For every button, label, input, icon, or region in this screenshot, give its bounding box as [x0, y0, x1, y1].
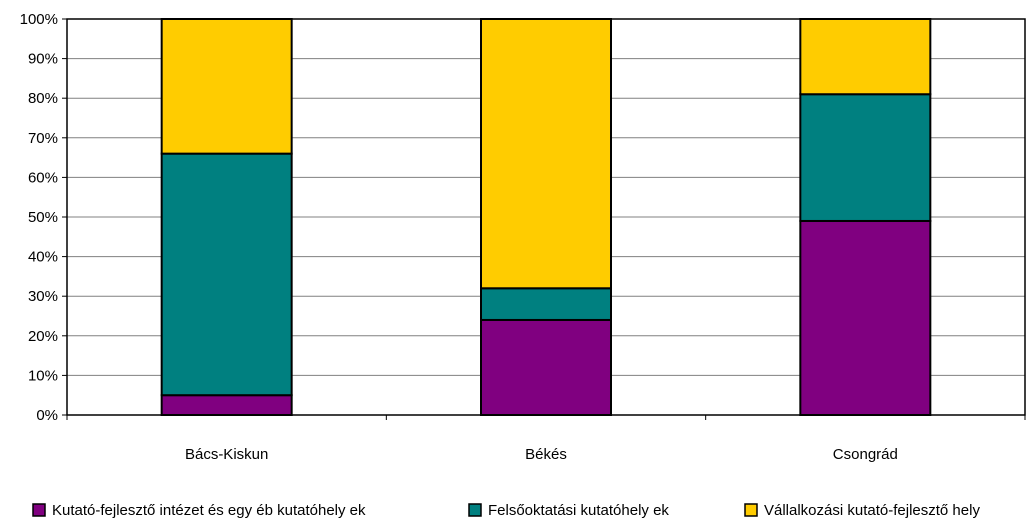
- bar-segment: [160, 394, 293, 417]
- category-label: Csongrád: [833, 446, 898, 463]
- y-tick-label: 80%: [28, 90, 58, 107]
- bar-segment: [160, 18, 293, 155]
- bar-segment: [799, 93, 932, 222]
- legend-label: Kutató-fejlesztő intézet és egy éb kutat…: [52, 502, 366, 519]
- legend: Kutató-fejlesztő intézet és egy éb kutat…: [32, 502, 980, 519]
- bar-segment: [160, 152, 293, 397]
- legend-swatch: [32, 503, 46, 517]
- axes: [62, 18, 1026, 420]
- y-tick-label: 60%: [28, 169, 58, 186]
- y-tick-label: 0%: [36, 407, 58, 424]
- y-tick-label: 10%: [28, 367, 58, 384]
- bar-segment: [480, 18, 612, 290]
- category-label: Bács-Kiskun: [185, 446, 268, 463]
- plot-area-border: [66, 18, 1026, 416]
- bar-segment: [799, 219, 932, 416]
- category-labels: Bács-Kiskun Békés Csongrád: [185, 446, 898, 463]
- legend-label: Vállalkozási kutató-fejlesztő hely: [764, 502, 980, 519]
- legend-label: Felsőoktatási kutatóhely ek: [488, 502, 669, 519]
- legend-swatch: [468, 503, 482, 517]
- y-tick-label: 90%: [28, 51, 58, 68]
- y-tick-label: 20%: [28, 328, 58, 345]
- legend-swatch: [744, 503, 758, 517]
- y-tick-labels: 0% 10% 20% 30% 40% 50% 60% 70% 80% 90% 100%: [20, 11, 58, 424]
- y-tick-label: 30%: [28, 288, 58, 305]
- y-tick-label: 40%: [28, 249, 58, 266]
- y-tick-label: 70%: [28, 130, 58, 147]
- bar-segment: [480, 287, 612, 321]
- y-tick-label: 100%: [20, 11, 58, 28]
- bar-segment: [480, 318, 612, 416]
- category-label: Békés: [525, 446, 567, 463]
- bar-segment: [799, 18, 932, 96]
- y-tick-label: 50%: [28, 209, 58, 226]
- bars: [160, 18, 932, 417]
